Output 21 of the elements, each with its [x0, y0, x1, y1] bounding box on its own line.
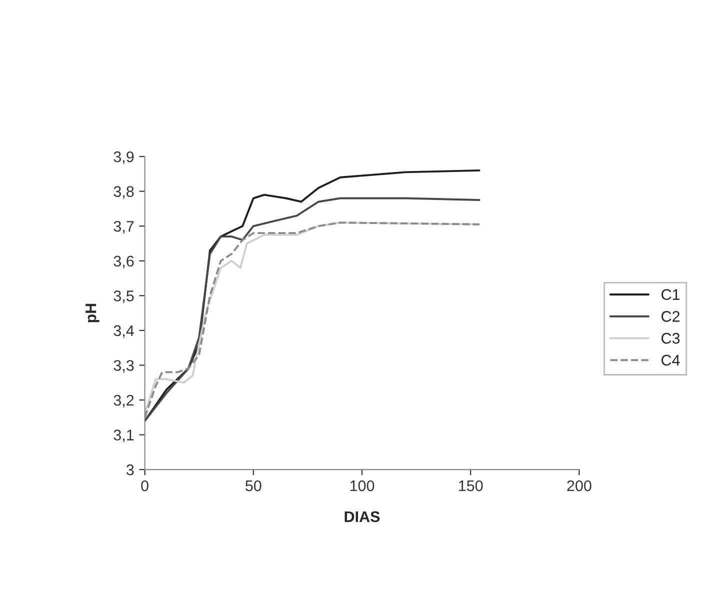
y-tick-label: 3,8 — [114, 186, 134, 199]
x-axis-title: DIAS — [344, 511, 380, 522]
x-tick-label: 50 — [246, 480, 262, 492]
x-tick-label: 0 — [141, 480, 148, 492]
y-tick-label: 3,7 — [114, 220, 134, 234]
y-tick-label: 3,3 — [114, 360, 134, 373]
legend-label: C2 — [662, 311, 680, 322]
y-axis-title: pH — [86, 304, 100, 322]
y-tick-label: 3,2 — [114, 394, 134, 408]
y-tick-label: 3,9 — [114, 151, 134, 164]
x-tick-label: 150 — [459, 480, 483, 492]
y-tick-label: 3,4 — [114, 325, 134, 338]
legend-label: C1 — [662, 289, 680, 300]
y-tick-label: 3,1 — [114, 430, 134, 442]
legend-label: C3 — [662, 332, 680, 344]
y-tick-label: 3,5 — [114, 290, 134, 304]
x-tick-label: 100 — [350, 480, 374, 492]
y-tick-label: 3,6 — [114, 256, 134, 268]
legend-label: C4 — [662, 354, 680, 366]
x-tick-label: 200 — [567, 480, 592, 492]
y-tick-label: 3 — [126, 464, 134, 476]
